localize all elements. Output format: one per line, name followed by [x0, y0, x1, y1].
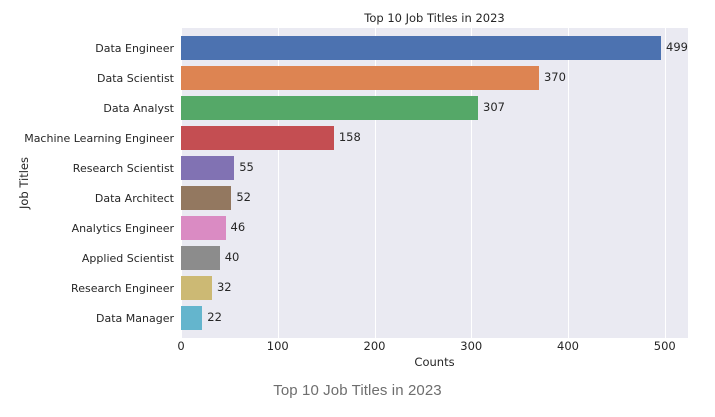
bar-row: 22 [181, 303, 688, 333]
y-category-row: Data Engineer [0, 33, 174, 63]
y-category-row: Analytics Engineer [0, 213, 174, 243]
y-category-label: Data Analyst [103, 101, 174, 115]
gridline [471, 28, 473, 338]
y-category-row: Data Analyst [0, 93, 174, 123]
bar [181, 186, 232, 210]
gridline [568, 28, 570, 338]
bar-row: 499 [181, 33, 688, 63]
bar-row: 40 [181, 243, 688, 273]
bar [181, 66, 539, 90]
bar [181, 36, 662, 60]
y-category-row: Research Scientist [0, 153, 174, 183]
x-axis-ticks: 0 100 200 300 400 500 [177, 339, 688, 355]
bar [181, 126, 334, 150]
x-tick-label: 500 [653, 339, 676, 353]
bar [181, 246, 220, 270]
y-category-label: Research Scientist [72, 161, 174, 175]
x-tick-label: 400 [557, 339, 579, 353]
bar [181, 276, 212, 300]
bar-row: 158 [181, 123, 688, 153]
bar-value-label: 52 [236, 190, 251, 205]
x-tick-label: 0 [177, 339, 185, 353]
y-category-row: Data Scientist [0, 63, 174, 93]
bar-value-label: 158 [338, 130, 361, 145]
bar [181, 156, 235, 180]
bar [181, 306, 203, 330]
gridline [181, 28, 183, 338]
y-category-row: Data Manager [0, 303, 174, 333]
caption: Top 10 Job Titles in 2023 [273, 382, 442, 399]
chart-title: Top 10 Job Titles in 2023 [364, 11, 505, 25]
y-category-label: Research Engineer [71, 281, 174, 295]
bar [181, 216, 226, 240]
bar-value-label: 32 [216, 280, 232, 295]
bar-value-label: 370 [543, 70, 566, 85]
bar-value-label: 55 [239, 160, 254, 175]
gridline [277, 28, 279, 338]
x-tick-label: 300 [460, 339, 483, 353]
bar-row: 46 [181, 213, 688, 243]
bar-row: 55 [181, 153, 688, 183]
y-axis-category-labels: Data Engineer Data Scientist Data Analyst M… [0, 28, 174, 338]
bars-container: 499 370 307 158 55 52 46 40 32 22 [181, 28, 688, 338]
bar-value-label: 40 [224, 250, 240, 265]
bar-row: 32 [181, 273, 688, 303]
y-category-label: Data Engineer [95, 41, 174, 55]
y-category-label: Data Manager [96, 311, 174, 325]
gridline [664, 28, 666, 338]
bar-row: 52 [181, 183, 688, 213]
y-category-row: Machine Learning Engineer [0, 123, 174, 153]
bar-row: 307 [181, 93, 688, 123]
bar-value-label: 499 [666, 40, 688, 55]
y-category-label: Data Architect [94, 191, 174, 205]
plot-area: 499 370 307 158 55 52 46 40 32 22 [181, 28, 688, 338]
gridline [374, 28, 376, 338]
bar [181, 96, 479, 120]
x-tick-label: 200 [363, 339, 386, 353]
y-category-label: Data Scientist [97, 71, 174, 85]
y-category-label: Applied Scientist [81, 251, 174, 265]
y-category-row: Research Engineer [0, 273, 174, 303]
bar-value-label: 22 [207, 310, 222, 325]
y-category-label: Analytics Engineer [71, 221, 174, 235]
y-category-row: Applied Scientist [0, 243, 174, 273]
bar-row: 370 [181, 63, 688, 93]
y-category-label: Machine Learning Engineer [24, 131, 174, 145]
bar-value-label: 307 [483, 100, 505, 115]
y-category-row: Data Architect [0, 183, 174, 213]
x-tick-label: 100 [266, 339, 289, 353]
bar-value-label: 46 [230, 220, 246, 235]
x-axis-label: Counts [414, 355, 455, 369]
